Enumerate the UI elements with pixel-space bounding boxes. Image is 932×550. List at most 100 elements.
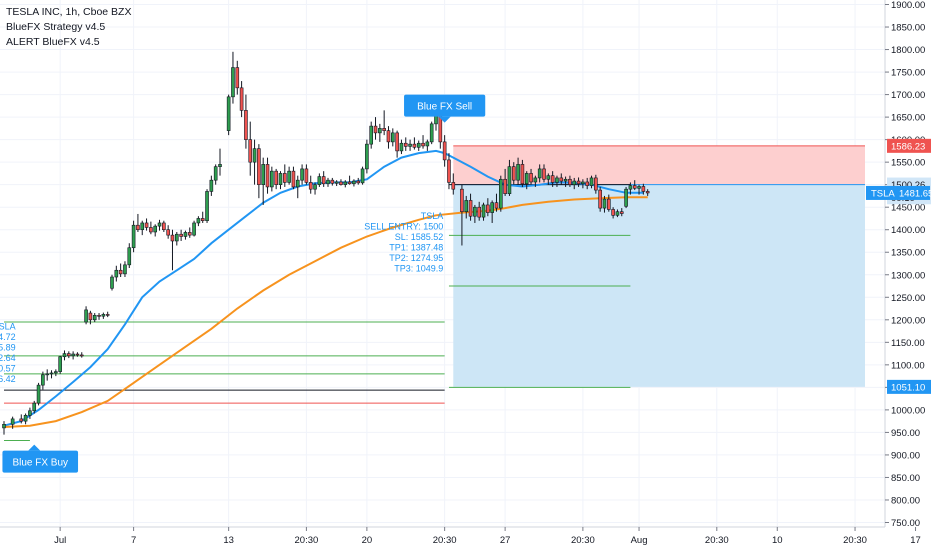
candle: [425, 139, 430, 151]
candle: [451, 173, 456, 195]
candle: [291, 166, 296, 190]
candle: [192, 220, 196, 237]
candle: [49, 370, 54, 379]
callout-pointer: [438, 116, 451, 123]
candle-body: [257, 148, 261, 185]
candle: [511, 162, 516, 185]
candle-body: [559, 177, 564, 182]
candle-body: [641, 186, 646, 192]
candle: [153, 224, 157, 237]
candle: [248, 121, 253, 176]
candle-body: [632, 185, 637, 189]
candle-body: [231, 67, 235, 98]
candle-body: [330, 179, 335, 184]
candle-body: [447, 159, 451, 183]
y-tick-label: 850.00: [891, 473, 920, 484]
candle-body: [97, 314, 101, 317]
candle-body: [468, 200, 473, 217]
signal-text-line: TSLA: [421, 211, 444, 221]
candle-body: [615, 211, 620, 216]
candle: [606, 194, 611, 212]
candle: [209, 175, 214, 196]
candle-body: [321, 176, 326, 185]
symbol-title[interactable]: TESLA INC, 1h, Cboe BZX: [6, 6, 132, 18]
candle: [624, 186, 628, 209]
candle: [10, 416, 15, 429]
y-tick-label: 750.00: [891, 518, 920, 529]
candle: [282, 164, 287, 187]
candle-body: [49, 372, 54, 375]
candle-body: [278, 173, 283, 185]
candle-body: [300, 168, 304, 181]
y-tick-label: 1450.00: [891, 203, 925, 214]
candle: [529, 168, 533, 185]
candle: [555, 175, 559, 187]
x-axis: Jul 7 13 20:30 20 20:30 27 20:30 Aug 20:30 10 20:30…: [0, 526, 932, 550]
candle: [490, 200, 494, 223]
chart-legend: TESLA INC, 1h, Cboe BZX BlueFX Strategy …: [6, 5, 131, 50]
candle: [542, 164, 546, 183]
price-badge: [887, 138, 931, 153]
candle: [611, 207, 615, 219]
candle-body: [486, 204, 490, 213]
indicator-alert[interactable]: ALERT BlueFX v4.5: [6, 36, 100, 48]
candle-body: [477, 206, 482, 218]
candle: [67, 351, 71, 359]
candle: [352, 179, 356, 187]
candle: [179, 229, 183, 241]
x-tick-label: 20:30: [571, 535, 595, 546]
candle: [498, 175, 503, 212]
candle-body: [179, 233, 183, 237]
x-tick-label: 20:30: [843, 535, 867, 546]
candle: [524, 171, 529, 190]
candle: [473, 204, 477, 223]
candle: [79, 352, 84, 358]
candle: [218, 148, 222, 176]
candle-body: [270, 170, 274, 188]
candle: [170, 229, 175, 271]
candle: [205, 189, 209, 223]
candle: [568, 175, 572, 187]
candle: [464, 195, 469, 219]
callout-box: [404, 94, 486, 117]
x-tick-label: Jul: [54, 535, 66, 546]
candle: [200, 211, 205, 223]
candle-body: [308, 182, 313, 190]
candle-body: [473, 206, 477, 217]
candle: [317, 173, 322, 187]
candle: [261, 157, 266, 205]
callout-label: Blue FX Sell: [417, 102, 472, 113]
candles: [2, 51, 650, 435]
signal-text-block: TSLA044.72015.89082.64120.57196.42: [0, 322, 16, 385]
callout-pointer: [28, 444, 41, 451]
candle: [257, 144, 261, 199]
candle: [175, 231, 179, 246]
candle: [628, 182, 633, 195]
candle: [231, 51, 235, 104]
candle-body: [28, 410, 32, 416]
candle: [84, 306, 88, 325]
candle-body: [628, 185, 633, 190]
candle: [32, 400, 37, 414]
last-price-symbol: TSLA: [871, 188, 895, 199]
candle-body: [36, 384, 41, 404]
candle: [265, 157, 270, 194]
candle: [127, 243, 132, 269]
candle: [637, 184, 641, 195]
candle: [343, 180, 348, 188]
x-tick-label: 17: [910, 535, 921, 546]
candle: [429, 121, 434, 145]
candle-body: [32, 402, 37, 412]
indicator-strategy[interactable]: BlueFX Strategy v4.5: [6, 21, 106, 33]
candle-body: [421, 142, 425, 147]
callout-label: Blue FX Buy: [12, 458, 68, 469]
candle-body: [529, 173, 533, 183]
candle: [140, 220, 145, 236]
candle: [110, 274, 114, 291]
candle-body: [248, 139, 253, 163]
candle-body: [140, 222, 145, 231]
candle: [503, 168, 507, 196]
candle: [602, 195, 607, 213]
